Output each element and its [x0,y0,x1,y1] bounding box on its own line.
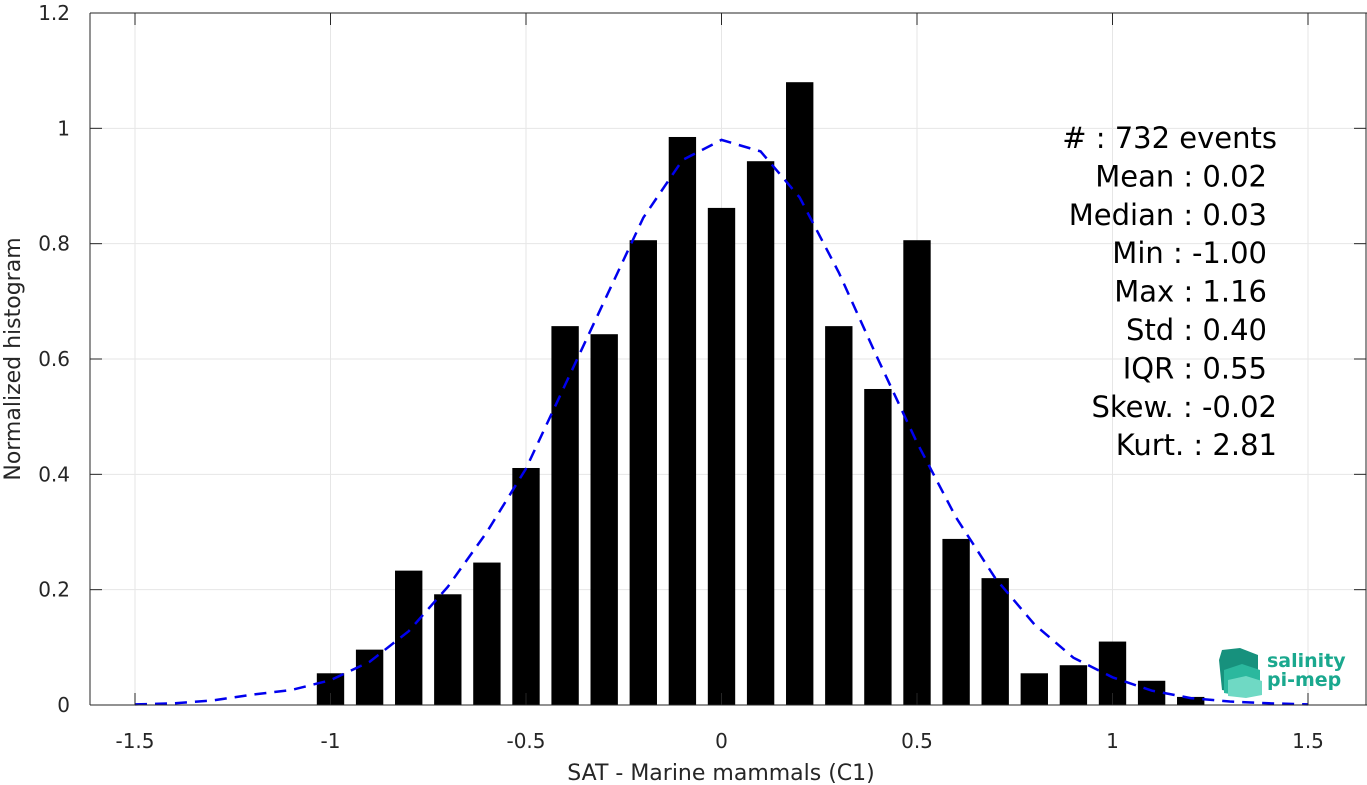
stat-line: # : 732 events [1062,121,1277,155]
logo-line2: pi-mep [1267,669,1341,691]
histogram-bars [316,82,1205,705]
histogram-bar [473,562,501,705]
stat-line: Skew. : -0.02 [1091,390,1277,424]
tick-labels: -1.5 -1 -0.5 0 0.5 1 1.5 0 0.2 0.4 0.6 0.8 1 1.2 [38,1,1324,753]
y-axis-label: Normalized histogram [1,237,26,480]
y-tick-label: 0.8 [38,232,70,256]
histogram-bar [1059,665,1088,705]
wave-logo-icon [1219,648,1262,698]
histogram-bar [903,240,931,705]
histogram-bar [981,578,1009,705]
stat-line: Min : -1.00 [1112,236,1267,270]
histogram-bar [786,82,814,705]
stat-line: Max : 1.16 [1114,275,1267,309]
x-tick-label: 0 [715,729,728,753]
histogram-bar [512,467,540,705]
histogram-bar [668,136,697,705]
y-tick-label: 0 [57,693,70,717]
y-tick-label: 0.2 [38,578,70,602]
x-tick-label: 0.5 [901,729,933,753]
statistics-box: # : 732 events Mean : 0.02 Median : 0.03 Mi… [1062,121,1277,462]
x-tick-label: -0.5 [506,729,545,753]
x-tick-label: 1 [1106,729,1119,753]
histogram-bar [942,538,970,705]
y-tick-label: 1 [57,116,70,140]
x-tick-label: 1.5 [1292,729,1324,753]
histogram-bar [590,334,618,705]
histogram-bar [746,161,775,705]
y-tick-label: 0.4 [38,462,70,486]
axes-frame [89,12,1367,706]
logo-line1: salinity [1267,650,1346,672]
stat-line: Kurt. : 2.81 [1116,428,1277,462]
stat-line: Mean : 0.02 [1095,159,1267,193]
stat-line: Median : 0.03 [1069,198,1267,232]
normal-fit-curve [134,138,1309,706]
histogram-bar [551,326,579,705]
histogram-bar [825,326,853,705]
y-tick-label: 0.6 [38,347,70,371]
histogram-bar [355,649,384,705]
stat-line: IQR : 0.55 [1123,351,1267,385]
salinity-pimep-logo: salinity pi-mep [1219,648,1346,698]
histogram-bar [395,570,423,705]
histogram-bar [864,388,892,705]
x-axis-label: SAT - Marine mammals (C1) [567,761,875,785]
stat-line: Std : 0.40 [1126,313,1267,347]
histogram-bar [434,594,462,705]
x-tick-label: -1 [321,729,341,753]
x-tick-label: -1.5 [115,729,154,753]
y-tick-label: 1.2 [38,1,70,25]
histogram-bar [1020,673,1048,705]
histogram-bar [629,240,657,705]
histogram-bar [1137,680,1166,705]
histogram-bar [707,207,736,705]
histogram-bar [1177,696,1205,705]
normal-fit-line [134,138,1309,706]
